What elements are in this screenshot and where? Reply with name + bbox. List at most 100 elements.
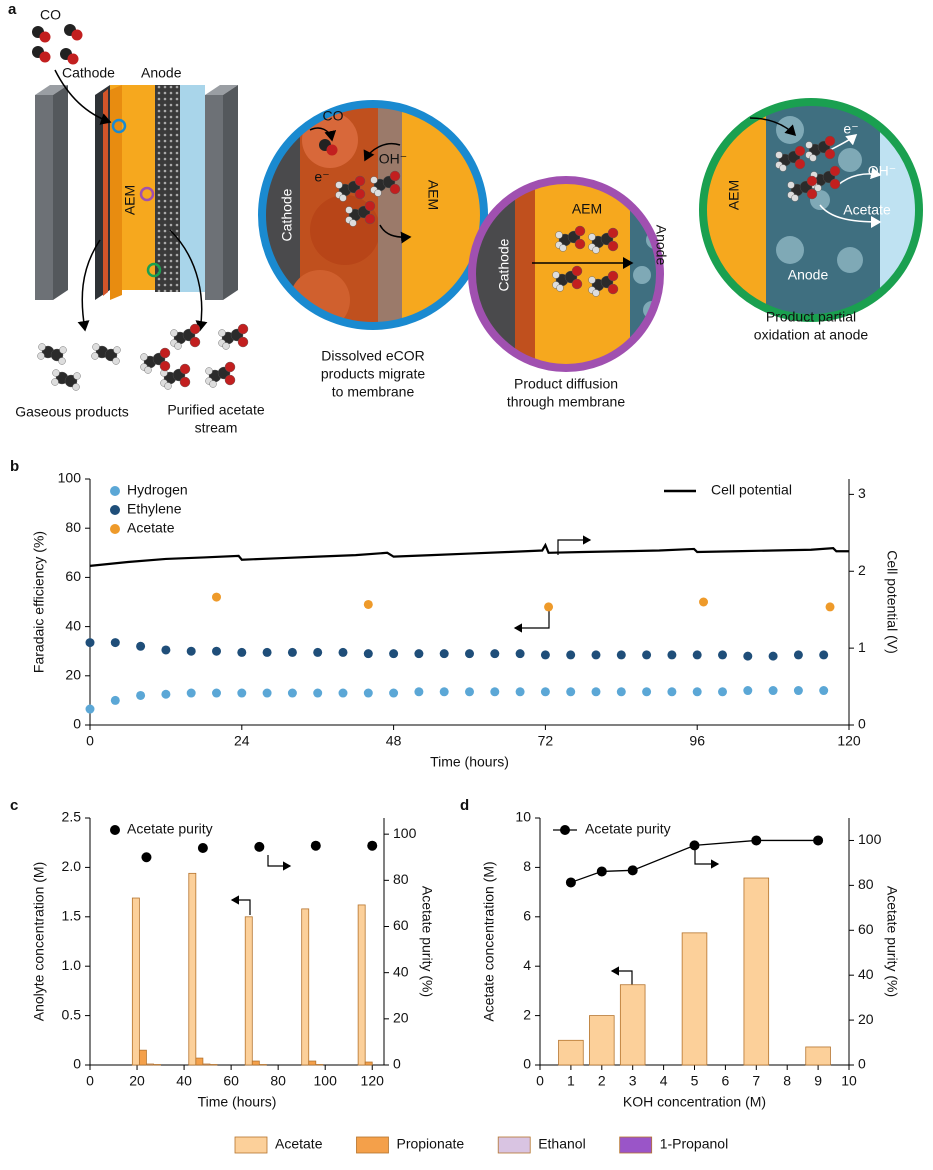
point — [338, 647, 348, 657]
atom — [574, 225, 586, 237]
shape — [267, 855, 292, 871]
atom — [552, 271, 560, 279]
y-tick-label: 1.0 — [62, 957, 82, 973]
y2-tick-label: 2 — [858, 562, 866, 578]
label: through membrane — [507, 394, 626, 410]
y2-tick-label: 100 — [858, 831, 882, 847]
label: OH⁻ — [379, 151, 407, 167]
y-axis-label: Acetate concentration (M) — [481, 861, 497, 1021]
label: Dissolved eCOR — [321, 348, 424, 364]
label: stream — [195, 420, 238, 436]
point — [793, 686, 803, 696]
point — [389, 688, 399, 698]
x-tick-label: 48 — [386, 733, 402, 749]
atom — [829, 165, 841, 177]
label: OH⁻ — [868, 163, 896, 179]
point — [667, 687, 677, 697]
point — [313, 647, 323, 657]
label: e⁻ — [314, 169, 329, 185]
shape — [819, 204, 882, 228]
bar — [146, 1063, 154, 1066]
label: Anode — [788, 267, 829, 283]
point — [287, 688, 297, 698]
bar — [364, 1061, 373, 1066]
shape — [513, 610, 550, 633]
bar — [681, 932, 708, 1066]
shape — [379, 224, 412, 244]
x-tick-label: 7 — [752, 1073, 760, 1089]
y-tick-label: 80 — [65, 519, 81, 535]
shape — [468, 176, 664, 372]
label: Purified acetate — [167, 402, 264, 418]
shape — [230, 895, 251, 915]
point — [414, 687, 424, 697]
y-tick-label: 6 — [523, 908, 531, 924]
y-tick-label: 2.0 — [62, 858, 82, 874]
legend-marker — [110, 825, 120, 835]
atom — [814, 184, 822, 192]
point — [591, 687, 601, 697]
legend-label: Acetate purity — [127, 821, 213, 837]
point — [667, 650, 677, 660]
y-tick-label: 2.5 — [62, 809, 82, 825]
bar — [308, 1060, 317, 1066]
atom — [159, 347, 171, 359]
molecule — [205, 361, 236, 388]
bar — [244, 916, 253, 1066]
atom — [354, 188, 366, 200]
atom — [806, 175, 818, 187]
point — [718, 687, 727, 697]
point — [743, 651, 753, 661]
point — [465, 649, 474, 659]
legend-marker — [110, 505, 120, 515]
shape — [155, 85, 180, 292]
atom — [112, 357, 120, 365]
point — [540, 650, 550, 660]
point — [254, 841, 265, 852]
y2-tick-label: 100 — [393, 825, 417, 841]
line — [570, 839, 819, 884]
bar — [805, 1046, 831, 1066]
point — [768, 651, 778, 661]
y2-axis-label: Cell potential (V) — [884, 550, 900, 654]
x-tick-label: 24 — [234, 733, 250, 749]
atom — [592, 289, 600, 297]
y-tick-label: 60 — [65, 568, 81, 584]
point — [262, 647, 272, 657]
y2-axis-label: Acetate purity (%) — [419, 886, 435, 997]
label: Cathode — [62, 65, 115, 81]
legend-label: Propionate — [396, 1136, 464, 1152]
x-tick-label: 20 — [129, 1073, 145, 1089]
molecule — [64, 24, 83, 41]
atom — [92, 343, 100, 351]
bar — [202, 1063, 211, 1066]
x-tick-label: 60 — [223, 1073, 239, 1089]
atom — [237, 336, 249, 348]
atom — [37, 352, 45, 360]
x-tick-label: 5 — [691, 1073, 699, 1089]
label: Cathode — [279, 188, 295, 241]
label: Gaseous products — [15, 404, 129, 420]
point — [793, 650, 803, 660]
shape — [309, 127, 337, 142]
x-tick-label: 9 — [814, 1073, 822, 1089]
point — [110, 638, 120, 648]
shape — [557, 535, 592, 555]
point — [699, 597, 709, 607]
shape — [829, 134, 858, 151]
atom — [824, 135, 836, 147]
legend-label: 1-Propanol — [660, 1136, 729, 1152]
molecule — [552, 265, 583, 292]
x-tick-label: 120 — [361, 1073, 385, 1089]
atom — [73, 372, 81, 380]
point — [819, 650, 829, 660]
atom — [72, 383, 80, 391]
label: CO — [40, 7, 61, 23]
bar — [195, 1057, 204, 1066]
y-axis-label: Faradaic efficiency (%) — [31, 531, 47, 673]
point — [367, 840, 378, 851]
legend-label: Hydrogen — [127, 482, 188, 498]
x-axis-label: Time (hours) — [198, 1094, 277, 1110]
point — [197, 843, 208, 854]
molecule — [170, 323, 201, 350]
